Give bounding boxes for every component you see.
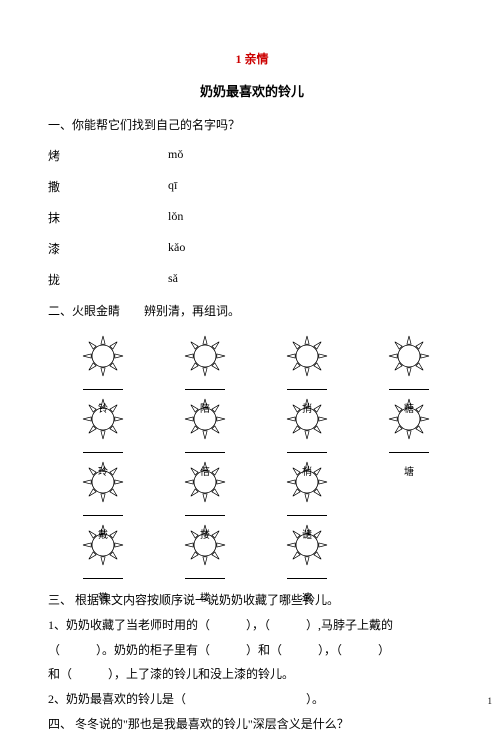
page-number: 1 (488, 696, 493, 706)
sun-cell: 倍 (174, 396, 236, 453)
answer-blank (287, 505, 327, 516)
section2-heading: 二、火眼金睛 辨别清，再组词。 (48, 302, 456, 319)
matching-pinyin: qī (168, 178, 177, 195)
matching-pinyin: lǒn (168, 209, 183, 226)
sun-cell: 捎 (276, 333, 338, 390)
sun-grid: 铃陪捎糖玲倍梢塘戴搂谴带楼遣 (48, 333, 456, 579)
matching-pinyin: sǎ (168, 271, 178, 288)
sun-row: 带楼遣 (48, 522, 456, 579)
sun-cell: 铃 (72, 333, 134, 390)
answer-blank (185, 568, 225, 579)
matching-row: 烤mǒ (48, 147, 456, 164)
sun-row: 铃陪捎糖 (48, 333, 456, 390)
answer-blank (287, 568, 327, 579)
matching-row: 漆kǎo (48, 240, 456, 257)
sun-cell: 塘 (378, 396, 440, 453)
answer-blank (389, 379, 429, 390)
sun-cell: 梢 (276, 396, 338, 453)
matching-row: 抹lǒn (48, 209, 456, 226)
matching-char: 烤 (48, 147, 168, 164)
matching-row: 撒qī (48, 178, 456, 195)
sun-cell: 糖 (378, 333, 440, 390)
q1-line-b: （ ）。奶奶的柜子里有（ ）和（ ），（ ） (48, 639, 456, 662)
matching-list: 烤mǒ撒qī抹lǒn漆kǎo拢sǎ (48, 147, 456, 288)
matching-row: 拢sǎ (48, 271, 456, 288)
answer-blank (83, 505, 123, 516)
answer-blank (83, 568, 123, 579)
sun-cell: 遣 (276, 522, 338, 579)
answer-blank (389, 442, 429, 453)
section1-heading: 一、你能帮它们找到自己的名字吗？ (48, 116, 456, 133)
matching-char: 抹 (48, 209, 168, 226)
sun-cell: 玲 (72, 396, 134, 453)
q1-line-a: 1、奶奶收藏了当老师时用的（ ），（ ）,马脖子上戴的 (48, 614, 456, 637)
answer-blank (185, 442, 225, 453)
answer-blank (185, 379, 225, 390)
matching-char: 拢 (48, 271, 168, 288)
section4-heading: 四、 冬冬说的"那也是我最喜欢的铃儿"深层含义是什么？ (48, 713, 456, 736)
answer-blank (287, 379, 327, 390)
q1-line-c: 和（ ），上了漆的铃儿和没上漆的铃儿。 (48, 663, 456, 686)
matching-pinyin: kǎo (168, 240, 185, 257)
subtitle: 奶奶最喜欢的铃儿 (48, 81, 456, 100)
chapter-title: 1 亲情 (48, 50, 456, 67)
q2-line: 2、奶奶最喜欢的铃儿是（ ）。 (48, 688, 456, 711)
sun-row: 玲倍梢塘 (48, 396, 456, 453)
answer-blank (287, 442, 327, 453)
sun-row: 戴搂谴 (48, 459, 456, 516)
sun-cell: 戴 (72, 459, 134, 516)
matching-char: 撒 (48, 178, 168, 195)
answer-blank (83, 379, 123, 390)
chapter-label: 1 亲情 (235, 52, 268, 66)
matching-char: 漆 (48, 240, 168, 257)
section3-heading: 三、 根据课文内容按顺序说一说奶奶收藏了哪些铃儿。 (48, 589, 456, 612)
sun-cell: 陪 (174, 333, 236, 390)
answer-blank (185, 505, 225, 516)
matching-pinyin: mǒ (168, 147, 183, 164)
sun-cell: 谴 (276, 459, 338, 516)
answer-blank (83, 442, 123, 453)
sun-cell: 带 (72, 522, 134, 579)
sun-cell: 楼 (174, 522, 236, 579)
sun-cell: 搂 (174, 459, 236, 516)
